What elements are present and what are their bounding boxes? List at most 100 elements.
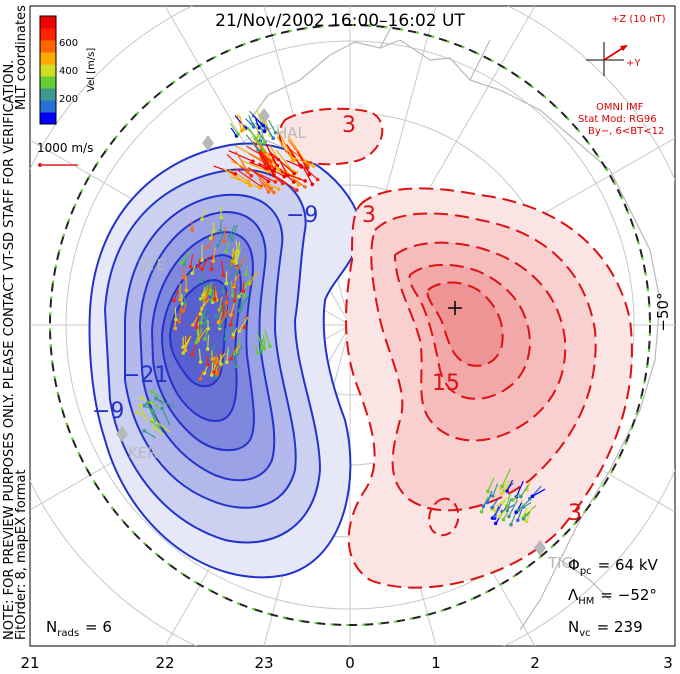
velocity-vector [204, 314, 210, 324]
velocity-vector [239, 298, 244, 311]
contour-label-neg-3: −9 [92, 399, 124, 424]
velocity-vector [210, 282, 212, 291]
velocity-vector [506, 493, 512, 507]
velocity-vector [201, 209, 207, 220]
velocity-vector [231, 224, 238, 241]
vector-origin [259, 349, 263, 354]
velocity-vector [233, 285, 237, 301]
velocity-vector [182, 303, 187, 312]
velocity-vector [245, 266, 248, 275]
velocity-vector [232, 327, 238, 335]
velocity-vector [279, 168, 295, 183]
velocity-vector [200, 313, 203, 323]
velocity-vector [229, 224, 236, 238]
velocity-vector [212, 247, 216, 262]
velocity-vector [232, 273, 241, 286]
velocity-vector [236, 257, 247, 269]
velocity-vector [178, 305, 183, 323]
velocity-vector [508, 499, 518, 517]
velocity-vector [211, 362, 214, 376]
vector-origin [201, 293, 205, 297]
mlt-tick-23: 23 [254, 654, 273, 672]
mlt-tick-3: 3 [663, 654, 673, 672]
hmb-boundary [49, 24, 651, 626]
velocity-vector [276, 136, 293, 161]
velocity-vector [288, 136, 306, 162]
velocity-vector [217, 365, 222, 375]
colorbar-swatch [40, 112, 56, 125]
colorbar-swatch [40, 40, 56, 53]
velocity-vector [273, 174, 298, 191]
velocity-vector [203, 365, 209, 374]
velocity-vector [199, 370, 204, 380]
contour-label-pos-3: 15 [432, 371, 460, 396]
velocity-vector [261, 334, 265, 346]
plot-title: 21/Nov/2002 16:00–16:02 UT [215, 11, 465, 31]
velocity-vector [515, 480, 524, 498]
velocity-vector [259, 180, 275, 193]
velocity-vector [252, 141, 271, 167]
velocity-vector [235, 168, 262, 187]
velocity-vector [523, 511, 530, 520]
vector-origin [221, 289, 225, 293]
velocity-vector [206, 355, 209, 365]
velocity-vector [229, 122, 239, 135]
velocity-vector [240, 294, 250, 309]
velocity-vector [219, 217, 223, 231]
velocity-vector [254, 344, 259, 354]
velocity-vector [236, 241, 241, 256]
velocity-vector [223, 226, 227, 242]
colorbar-label: Vel [m/s] [86, 48, 97, 92]
velocity-vector [245, 134, 259, 151]
velocity-vector [221, 260, 225, 276]
velocity-vector [291, 156, 314, 167]
velocity-vector [203, 289, 207, 299]
velocity-vector [494, 503, 502, 517]
velocity-vector [491, 497, 508, 510]
velocity-vector [246, 275, 253, 285]
velocity-vector [492, 483, 499, 497]
velocity-vector [249, 271, 258, 285]
velocity-vector [264, 182, 279, 190]
velocity-vector [213, 285, 216, 300]
mlt-tick-1: 1 [431, 654, 441, 672]
velocity-vector [517, 505, 524, 521]
velocity-vector [234, 251, 237, 261]
radar-count: Nrads = 6 [46, 618, 112, 639]
velocity-vector [191, 265, 196, 274]
velocity-vector [236, 113, 243, 132]
latitude-label: −50° [654, 292, 672, 331]
potential-max-marker [448, 301, 462, 315]
velocity-vector [210, 225, 216, 239]
velocity-vector [174, 307, 177, 320]
velocity-vector [230, 127, 237, 137]
velocity-vector [263, 338, 266, 349]
colorbar-swatch [40, 16, 56, 29]
velocity-vector [195, 327, 203, 343]
mlt-tick-21: 21 [20, 654, 39, 672]
vector-origin [504, 504, 509, 508]
velocity-vector [185, 334, 191, 344]
velocity-vector [217, 232, 225, 247]
velocity-vector [520, 484, 530, 497]
velocity-vector [217, 312, 223, 323]
velocity-vector [277, 131, 295, 161]
velocity-vector [264, 329, 271, 347]
velocity-vector [487, 477, 495, 492]
velocity-vector [258, 162, 285, 177]
velocity-vector [225, 241, 229, 252]
vector-origin [234, 364, 238, 369]
radar-label-tig: TIG [547, 554, 573, 572]
velocity-vector [247, 167, 269, 182]
velocity-vector [182, 291, 186, 305]
velocity-vector [181, 249, 192, 264]
radar-markers [116, 108, 546, 556]
vector-origin [242, 294, 247, 298]
velocity-vector [207, 334, 210, 350]
velocity-vector [239, 159, 269, 173]
coastline [249, 19, 661, 631]
vector-origin [219, 362, 223, 366]
radar-label-sye: SYE [138, 256, 166, 274]
velocity-vector [235, 240, 238, 252]
